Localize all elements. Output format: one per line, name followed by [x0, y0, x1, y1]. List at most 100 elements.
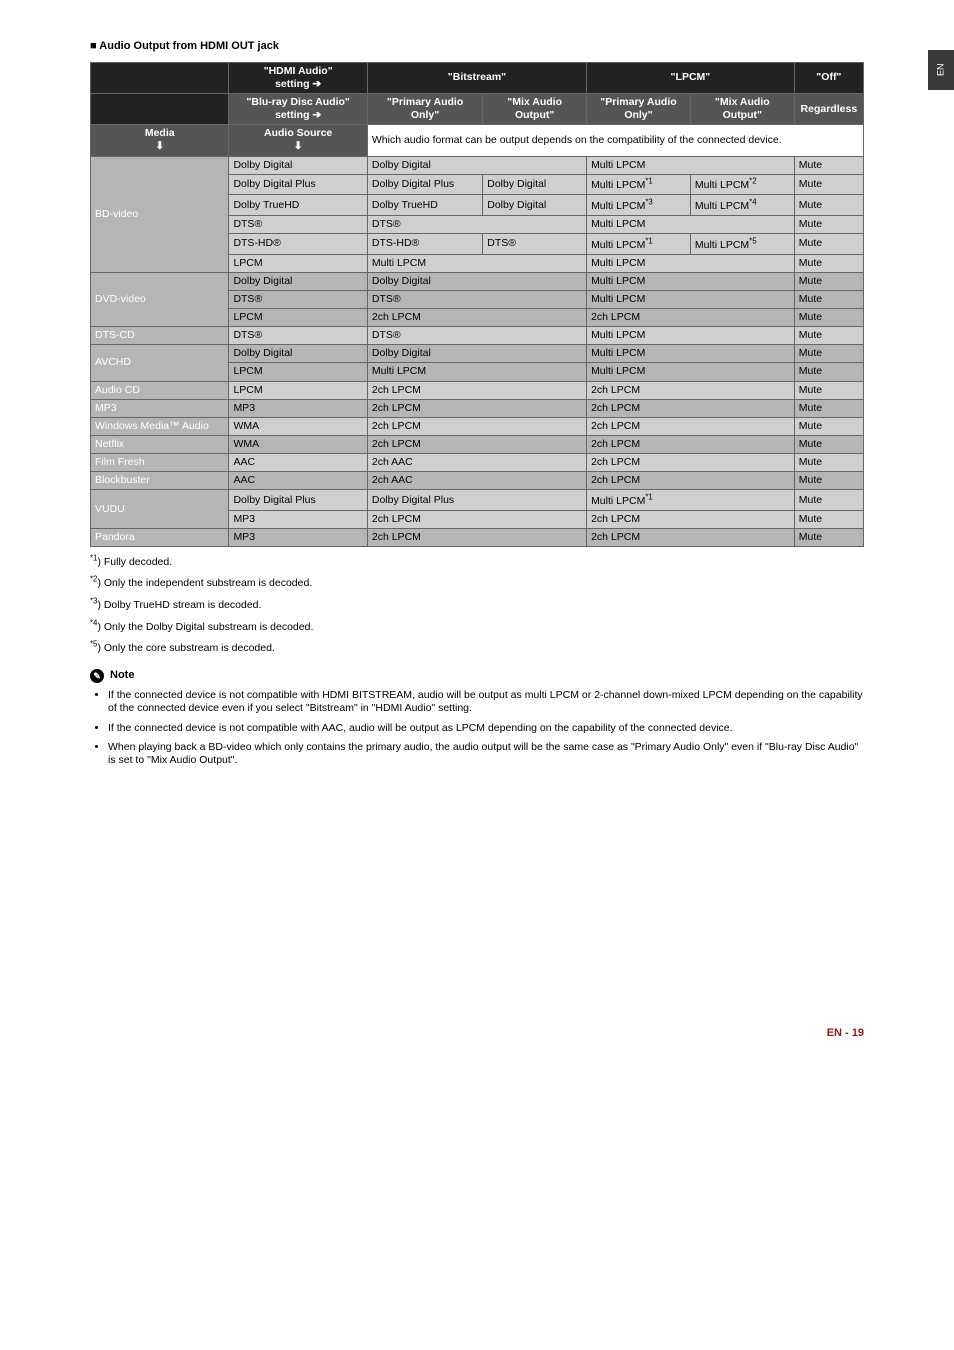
bd-r4-bits: DTS®: [367, 215, 586, 233]
vudu-r1-lpcm: Multi LPCM*1: [587, 490, 795, 511]
avchd-r1-src: Dolby Digital: [229, 345, 367, 363]
audiocd-lpcm: 2ch LPCM: [587, 381, 795, 399]
wma-lpcm: 2ch LPCM: [587, 417, 795, 435]
note-header: ✎ Note: [90, 669, 864, 683]
note-2: If the connected device is not compatibl…: [108, 722, 864, 735]
dvd-r2-lpcm: Multi LPCM: [587, 290, 795, 308]
avchd-r1-bits: Dolby Digital: [367, 345, 586, 363]
wma-src: WMA: [229, 417, 367, 435]
footnote-4: *4) Only the Dolby Digital substream is …: [90, 618, 864, 634]
head-mix-1: "Mix Audio Output": [483, 94, 587, 125]
filmfresh-bits: 2ch AAC: [367, 454, 586, 472]
dvd-r1-off: Mute: [794, 272, 863, 290]
head-blank: [91, 62, 229, 93]
avchd-r2-lpcm: Multi LPCM: [587, 363, 795, 381]
dvd-r1-lpcm: Multi LPCM: [587, 272, 795, 290]
audiocd-src: LPCM: [229, 381, 367, 399]
bd-r3-lpcm1: Multi LPCM*3: [587, 195, 691, 216]
bd-r3-bits2: Dolby Digital: [483, 195, 587, 216]
bd-r4-lpcm: Multi LPCM: [587, 215, 795, 233]
footnote-5: *5) Only the core substream is decoded.: [90, 640, 864, 656]
head-primary-1: "Primary Audio Only": [367, 94, 482, 125]
bd-r2-bits2: Dolby Digital: [483, 174, 587, 195]
head-regardless: Regardless: [794, 94, 863, 125]
audiocd-bits: 2ch LPCM: [367, 381, 586, 399]
head-media: Media ⬇: [91, 125, 229, 156]
vudu-r2-off: Mute: [794, 510, 863, 528]
blockbuster-lpcm: 2ch LPCM: [587, 472, 795, 490]
head-mix-2: "Mix Audio Output": [690, 94, 794, 125]
avchd-r1-off: Mute: [794, 345, 863, 363]
dvd-r2-off: Mute: [794, 290, 863, 308]
mp3-lpcm: 2ch LPCM: [587, 399, 795, 417]
wma-label: Windows Media™ Audio: [91, 417, 229, 435]
filmfresh-off: Mute: [794, 454, 863, 472]
dtscd-src: DTS®: [229, 327, 367, 345]
bd-r2-off: Mute: [794, 174, 863, 195]
bd-r1-bits: Dolby Digital: [367, 156, 586, 174]
bd-r6-off: Mute: [794, 254, 863, 272]
audio-table: "HDMI Audio" setting ➔ "Bitstream" "LPCM…: [90, 62, 864, 547]
bd-r4-off: Mute: [794, 215, 863, 233]
mp3-src: MP3: [229, 399, 367, 417]
avchd-label: AVCHD: [91, 345, 229, 381]
avchd-r2-bits: Multi LPCM: [367, 363, 586, 381]
head-audio-source: Audio Source ⬇: [229, 125, 367, 156]
blockbuster-off: Mute: [794, 472, 863, 490]
blockbuster-bits: 2ch AAC: [367, 472, 586, 490]
note-3: When playing back a BD-video which only …: [108, 741, 864, 767]
bd-r3-off: Mute: [794, 195, 863, 216]
vudu-r2-src: MP3: [229, 510, 367, 528]
blockbuster-src: AAC: [229, 472, 367, 490]
head-bitstream: "Bitstream": [367, 62, 586, 93]
footnotes: *1) Fully decoded. *2) Only the independ…: [90, 553, 864, 655]
dtscd-lpcm: Multi LPCM: [587, 327, 795, 345]
vudu-r2-lpcm: 2ch LPCM: [587, 510, 795, 528]
vudu-r1-bits: Dolby Digital Plus: [367, 490, 586, 511]
dvd-label: DVD-video: [91, 272, 229, 326]
avchd-r2-off: Mute: [794, 363, 863, 381]
bd-r2-src: Dolby Digital Plus: [229, 174, 367, 195]
filmfresh-label: Film Fresh: [91, 454, 229, 472]
dvd-r3-src: LPCM: [229, 309, 367, 327]
dvd-r3-off: Mute: [794, 309, 863, 327]
bd-r2-bits1: Dolby Digital Plus: [367, 174, 482, 195]
mp3-label: MP3: [91, 399, 229, 417]
note-list: If the connected device is not compatibl…: [90, 689, 864, 767]
bd-r3-bits1: Dolby TrueHD: [367, 195, 482, 216]
pandora-src: MP3: [229, 529, 367, 547]
bd-r5-src: DTS-HD®: [229, 234, 367, 255]
bd-r2-lpcm1: Multi LPCM*1: [587, 174, 691, 195]
dvd-r3-bits: 2ch LPCM: [367, 309, 586, 327]
bd-r6-lpcm: Multi LPCM: [587, 254, 795, 272]
dvd-r2-src: DTS®: [229, 290, 367, 308]
dtscd-off: Mute: [794, 327, 863, 345]
wma-bits: 2ch LPCM: [367, 417, 586, 435]
bd-r3-lpcm2: Multi LPCM*4: [690, 195, 794, 216]
pandora-bits: 2ch LPCM: [367, 529, 586, 547]
filmfresh-lpcm: 2ch LPCM: [587, 454, 795, 472]
section-title: Audio Output from HDMI OUT jack: [90, 40, 864, 54]
netflix-lpcm: 2ch LPCM: [587, 435, 795, 453]
blockbuster-label: Blockbuster: [91, 472, 229, 490]
page: EN Audio Output from HDMI OUT jack "HDMI…: [0, 0, 954, 1071]
mp3-off: Mute: [794, 399, 863, 417]
pandora-off: Mute: [794, 529, 863, 547]
head-hdmi-audio: "HDMI Audio" setting ➔: [229, 62, 367, 93]
bd-r1-lpcm: Multi LPCM: [587, 156, 795, 174]
bd-r6-src: LPCM: [229, 254, 367, 272]
bd-r6-bits: Multi LPCM: [367, 254, 586, 272]
netflix-src: WMA: [229, 435, 367, 453]
netflix-label: Netflix: [91, 435, 229, 453]
bd-r5-lpcm2: Multi LPCM*5: [690, 234, 794, 255]
audiocd-label: Audio CD: [91, 381, 229, 399]
head-bluray: "Blu-ray Disc Audio" setting ➔: [229, 94, 367, 125]
side-tab: EN: [928, 50, 954, 90]
bd-r1-src: Dolby Digital: [229, 156, 367, 174]
head-blank2: [91, 94, 229, 125]
bd-label: BD-video: [91, 156, 229, 272]
bd-r4-src: DTS®: [229, 215, 367, 233]
netflix-bits: 2ch LPCM: [367, 435, 586, 453]
vudu-label: VUDU: [91, 490, 229, 529]
bd-r5-bits1: DTS-HD®: [367, 234, 482, 255]
